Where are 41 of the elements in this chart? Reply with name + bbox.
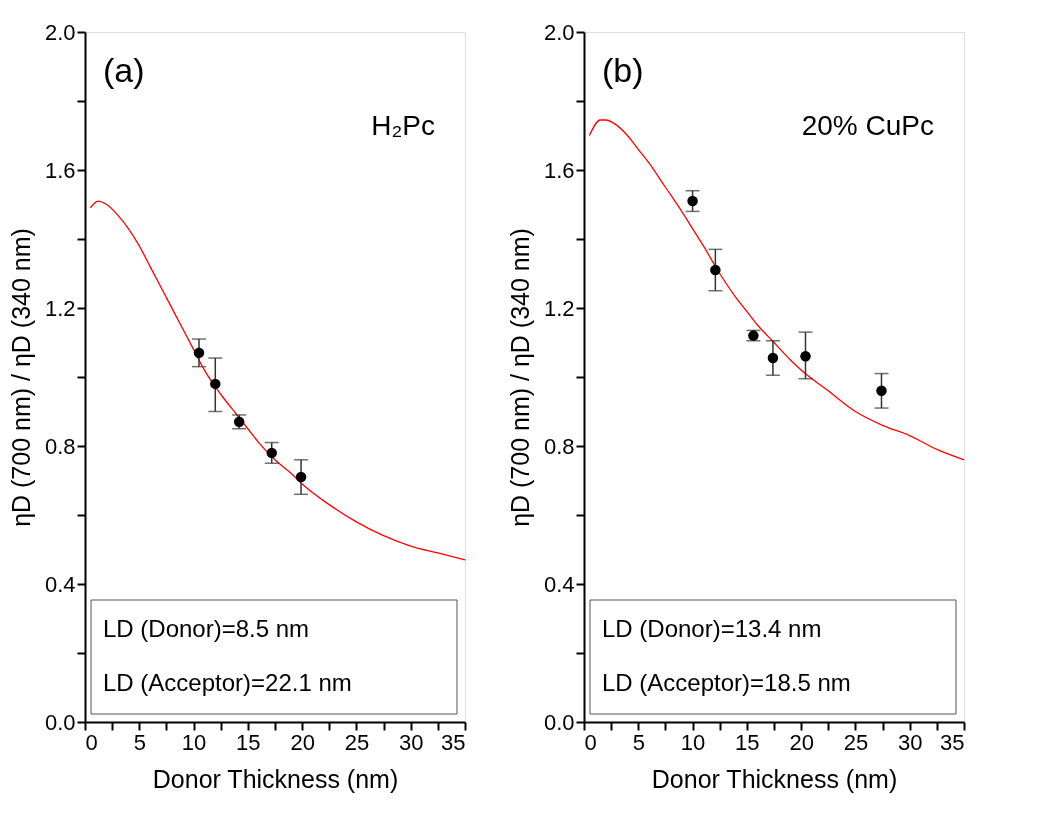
y-tick-label: 1.2 (543, 295, 575, 321)
annotation: (a) (103, 51, 145, 89)
annotation: LD (Acceptor)=22.1 nm (103, 669, 352, 696)
y-tick-label: 0.0 (44, 709, 76, 735)
x-tick-label: 5 (133, 729, 146, 755)
y-tick-label: 1.6 (44, 157, 76, 183)
x-tick-label: 30 (398, 729, 424, 755)
y-tick-label: 0.4 (44, 571, 76, 597)
annotation: LD (Acceptor)=18.5 nm (602, 669, 851, 696)
y-axis-title: ηD (700 nm) / ηD (340 nm) (505, 228, 534, 527)
y-tick-label: 0.4 (543, 571, 575, 597)
x-tick-label: 0 (85, 729, 98, 755)
x-tick-label: 35 (940, 729, 965, 755)
annotation: LD (Donor)=8.5 nm (103, 615, 310, 642)
x-tick-label: 20 (290, 729, 315, 755)
x-axis-title: Donor Thickness (nm) (152, 764, 399, 793)
x-tick-label: 0 (584, 729, 597, 755)
x-tick-label: 5 (632, 729, 645, 755)
x-tick-label: 15 (236, 729, 261, 755)
y-tick-label: 0.8 (44, 433, 76, 459)
x-axis-title: Donor Thickness (nm) (651, 764, 898, 793)
x-tick-label: 10 (680, 729, 706, 755)
annotation: LD (Donor)=13.4 nm (602, 615, 822, 642)
annotation: (b) (602, 51, 644, 89)
annotation: 20% CuPc (801, 110, 934, 141)
x-tick-label: 10 (181, 729, 207, 755)
x-tick-label: 25 (344, 729, 370, 755)
y-axis-title: ηD (700 nm) / ηD (340 nm) (6, 228, 35, 527)
y-tick-label: 0.8 (543, 433, 575, 459)
y-tick-label: 1.2 (44, 295, 76, 321)
y-tick-label: 2.0 (543, 19, 575, 45)
x-tick-label: 20 (789, 729, 814, 755)
annotation: H₂Pc (371, 110, 435, 141)
line-series (89, 200, 466, 561)
x-tick-label: 35 (441, 729, 466, 755)
x-tick-label: 15 (735, 729, 760, 755)
x-tick-label: 25 (843, 729, 869, 755)
x-tick-label: 30 (897, 729, 923, 755)
y-tick-label: 2.0 (44, 19, 76, 45)
y-tick-label: 0.0 (543, 709, 575, 735)
y-tick-label: 1.6 (543, 157, 575, 183)
